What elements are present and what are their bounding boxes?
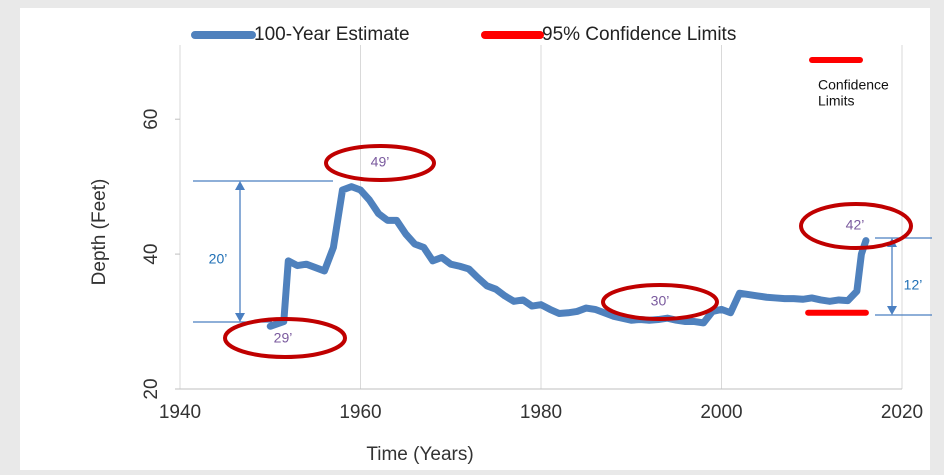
y-axis-title: Depth (Feet) xyxy=(89,179,110,286)
callout-label: 30’ xyxy=(651,293,670,309)
x-tick-label: 1960 xyxy=(339,402,381,423)
panel xyxy=(20,8,930,470)
note-text: Limits xyxy=(818,93,855,109)
y-tick-label: 20 xyxy=(141,378,162,399)
dimension-lines xyxy=(193,180,932,323)
callout-label: 29’ xyxy=(274,330,293,346)
grid xyxy=(175,45,903,390)
y-tick-label: 40 xyxy=(141,244,162,265)
note-text: Confidence xyxy=(818,77,889,93)
x-tick-label: 1980 xyxy=(520,402,562,423)
y-tick-label: 60 xyxy=(141,109,162,130)
series-line xyxy=(266,183,870,330)
callout-label: 49’ xyxy=(371,154,390,170)
marks xyxy=(266,183,870,330)
legend-label: 100-Year Estimate xyxy=(254,24,410,45)
x-tick-label: 1940 xyxy=(159,402,201,423)
callout-label: 42’ xyxy=(846,217,865,233)
x-tick-label: 2020 xyxy=(881,402,923,423)
legend-label: 95% Confidence Limits xyxy=(542,24,736,45)
dimension-label: 20’ xyxy=(209,251,228,267)
x-axis-title: Time (Years) xyxy=(366,444,473,465)
dimension-label: 12’ xyxy=(904,277,923,293)
x-tick-label: 2000 xyxy=(700,402,742,423)
callout-ellipses xyxy=(223,144,913,359)
